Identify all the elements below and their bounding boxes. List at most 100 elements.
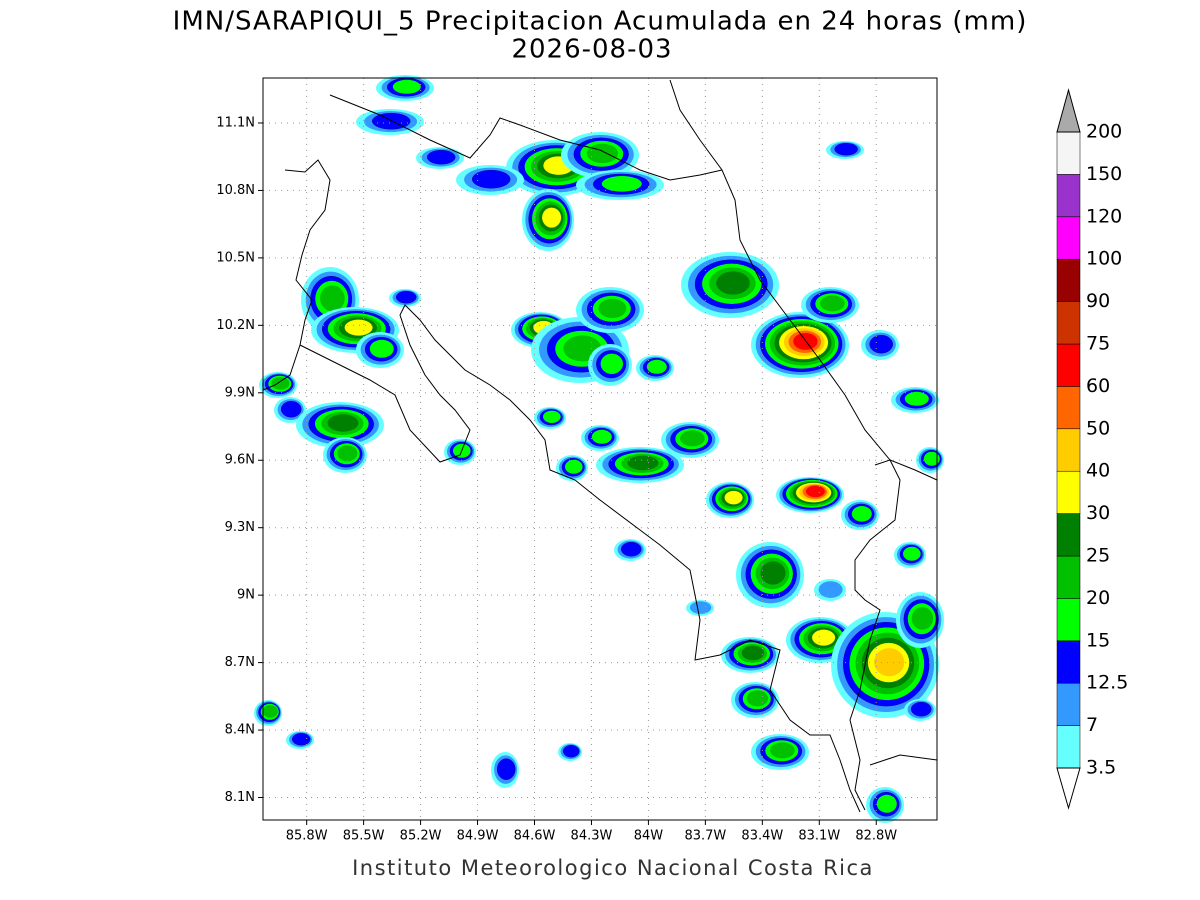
precip-contour bbox=[627, 455, 659, 471]
colorbar-label: 20 bbox=[1086, 587, 1110, 609]
colorbar-label: 15 bbox=[1086, 629, 1110, 651]
x-tick-label: 85.2W bbox=[400, 829, 442, 844]
precip-contour bbox=[741, 645, 765, 661]
x-tick-label: 84.9W bbox=[457, 829, 499, 844]
colorbar-label: 75 bbox=[1086, 333, 1110, 355]
colorbar-label: 120 bbox=[1086, 205, 1122, 227]
precip-contour bbox=[263, 705, 278, 718]
precip-contour bbox=[724, 490, 743, 505]
y-tick-label: 9.3N bbox=[225, 520, 255, 535]
precip-contour bbox=[680, 430, 705, 447]
precip-contour bbox=[876, 794, 897, 813]
precip-contour bbox=[320, 285, 345, 312]
colorbar-segment bbox=[1056, 258, 1081, 302]
colorbar-segment bbox=[1056, 301, 1081, 345]
precip-contour bbox=[818, 581, 843, 598]
y-tick-label: 8.1N bbox=[225, 790, 255, 805]
y-tick-label: 11.1N bbox=[216, 115, 255, 130]
precip-contour bbox=[280, 400, 302, 418]
precip-contour bbox=[598, 298, 627, 319]
precip-contour bbox=[600, 353, 623, 374]
date: 2026-08-03 bbox=[511, 35, 672, 65]
precip-contour bbox=[337, 445, 358, 462]
coast-caribbean bbox=[669, 79, 938, 481]
colorbar-label: 90 bbox=[1086, 290, 1110, 312]
x-tick-label: 84.6W bbox=[514, 829, 556, 844]
colorbar-segment bbox=[1056, 343, 1081, 387]
precip-contour bbox=[851, 506, 872, 522]
y-tick-label: 10.8N bbox=[216, 183, 255, 198]
precip-contour bbox=[689, 601, 712, 614]
colorbar-segment bbox=[1056, 513, 1081, 557]
precip-contour bbox=[291, 732, 311, 746]
colorbar-label: 25 bbox=[1086, 545, 1110, 567]
colorbar-segment bbox=[1056, 386, 1081, 430]
colorbar-label: 12.5 bbox=[1086, 672, 1128, 694]
precip-contour bbox=[820, 295, 845, 312]
precip-contour bbox=[542, 207, 562, 228]
footer: Instituto Meteorologico Nacional Costa R… bbox=[352, 856, 874, 880]
precip-contour bbox=[903, 546, 921, 561]
precip-contour bbox=[904, 391, 929, 406]
y-tick-label: 9N bbox=[237, 588, 255, 603]
x-tick-label: 85.8W bbox=[286, 829, 328, 844]
x-tick-label: 84W bbox=[634, 829, 664, 844]
x-tick-label: 83.7W bbox=[684, 829, 726, 844]
x-tick-label: 83.4W bbox=[741, 829, 783, 844]
precip-contour bbox=[760, 561, 786, 585]
precip-contour bbox=[770, 742, 795, 759]
precip-contour bbox=[471, 169, 511, 189]
colorbar-label: 60 bbox=[1086, 375, 1110, 397]
colorbar-under bbox=[1056, 767, 1081, 810]
precip-contour bbox=[620, 541, 642, 557]
precip-contour bbox=[344, 319, 373, 336]
precip-contour bbox=[392, 79, 421, 94]
precip-contour bbox=[874, 648, 905, 677]
colorbar-segment bbox=[1056, 174, 1081, 218]
colorbar-segment bbox=[1056, 131, 1081, 175]
precip-contour bbox=[793, 332, 818, 350]
precip-contour bbox=[911, 607, 934, 630]
colorbar-segment bbox=[1056, 725, 1081, 769]
precip-contour bbox=[805, 485, 825, 498]
precip-contour bbox=[496, 758, 516, 780]
colorbar-label: 3.5 bbox=[1086, 757, 1116, 779]
y-tick-label: 9.6N bbox=[225, 453, 255, 468]
precip-contour bbox=[562, 744, 580, 758]
precip-contour bbox=[812, 629, 836, 646]
colorbar-label: 30 bbox=[1086, 502, 1110, 524]
precip-contour bbox=[646, 359, 667, 374]
colorbar-label: 7 bbox=[1086, 714, 1098, 736]
precip-contour bbox=[716, 271, 750, 295]
precip-contour bbox=[426, 149, 456, 165]
precip-contour bbox=[586, 143, 619, 164]
colorbar-segment bbox=[1056, 216, 1081, 260]
colorbar-label: 150 bbox=[1086, 163, 1122, 185]
colorbar-label: 200 bbox=[1086, 121, 1122, 143]
y-tick-label: 10.5N bbox=[216, 250, 255, 265]
precip-contour bbox=[601, 176, 642, 192]
precip-contour bbox=[395, 290, 417, 304]
colorbar-label: 50 bbox=[1086, 417, 1110, 439]
precip-contour bbox=[591, 429, 612, 444]
colorbar-label: 100 bbox=[1086, 248, 1122, 270]
grid: 11.1N 10.8N 10.5N 10.2N 9.9N 9.6N 9.3N 9N 8.7N 8.… bbox=[216, 78, 937, 844]
precip-contour bbox=[327, 414, 359, 432]
colorbar-segment bbox=[1056, 640, 1081, 684]
coastline bbox=[262, 79, 938, 813]
precip-contour bbox=[869, 334, 893, 354]
border-north bbox=[329, 94, 723, 181]
y-tick-label: 9.9N bbox=[225, 385, 255, 400]
precip-field bbox=[254, 75, 944, 823]
coast-nicoya bbox=[299, 304, 861, 813]
colorbar-segment bbox=[1056, 682, 1081, 726]
precip-contour bbox=[834, 142, 858, 156]
y-tick-label: 8.4N bbox=[225, 723, 255, 738]
x-tick-label: 83.1W bbox=[798, 829, 840, 844]
coast-pacific bbox=[262, 159, 331, 391]
precip-contour bbox=[369, 339, 394, 358]
colorbar-label: 40 bbox=[1086, 460, 1110, 482]
colorbar: 3.5 7 12.5 15 20 25 30 40 50 60 75 90 100 120 150 200 bbox=[1056, 88, 1128, 810]
coast-osa bbox=[869, 754, 938, 766]
